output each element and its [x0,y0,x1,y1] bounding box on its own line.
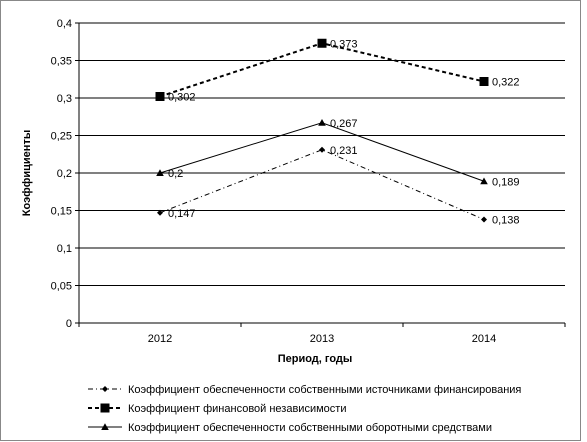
y-tick-label: 0,05 [51,281,72,293]
y-tick-label: 0,35 [51,56,72,68]
legend: Коэффициент обеспеченности собственными … [88,384,521,434]
data-label: 0,302 [168,92,196,104]
series-line [159,149,485,220]
square-marker [317,38,327,48]
y-tick-label: 0,2 [57,168,72,180]
triangle-marker [101,423,109,431]
square-marker [155,92,165,101]
diamond-marker [102,386,108,392]
y-tick-label: 0,4 [57,18,72,30]
x-tick-label: 2013 [310,333,334,345]
series-group [155,38,489,223]
y-tick-label: 0,15 [51,206,72,218]
square-marker [100,403,110,413]
data-labels: 0,147 0,231 0,138 0,302 0,373 0,322 0,2 0,267 0,… [168,38,520,226]
data-label: 0,231 [330,145,358,157]
y-tick-label: 0,25 [51,131,72,143]
data-label: 0,138 [492,215,520,227]
triangle-marker [318,118,326,126]
diamond-marker [319,146,325,153]
triangle-marker [480,177,488,185]
x-tick-label: 2014 [472,333,496,345]
diamond-marker [481,216,487,223]
data-label: 0,189 [492,176,520,188]
legend-label: Коэффициент обеспеченности собственными … [128,422,492,434]
x-tick-label: 2012 [148,333,172,345]
triangle-marker [156,169,164,177]
data-label: 0,2 [168,168,183,180]
y-tick-label: 0,1 [57,243,72,255]
data-label: 0,373 [330,38,358,50]
diamond-marker [157,209,163,216]
x-axis-title: Период, годы [278,353,353,365]
data-label: 0,147 [168,208,196,220]
data-label: 0,267 [330,118,358,130]
axes: 0 0,05 0,1 0,15 0,2 0,25 0,3 0,35 0,4 2012 2013 201… [51,18,566,345]
legend-label: Коэффициент финансовой независимости [128,403,346,415]
y-tick-label: 0,3 [57,93,72,105]
square-marker [479,77,489,86]
data-label: 0,322 [492,77,520,89]
y-tick-label: 0 [66,318,72,330]
y-axis-title: Коэффициенты [21,130,33,216]
legend-label: Коэффициент обеспеченности собственными … [128,384,521,396]
